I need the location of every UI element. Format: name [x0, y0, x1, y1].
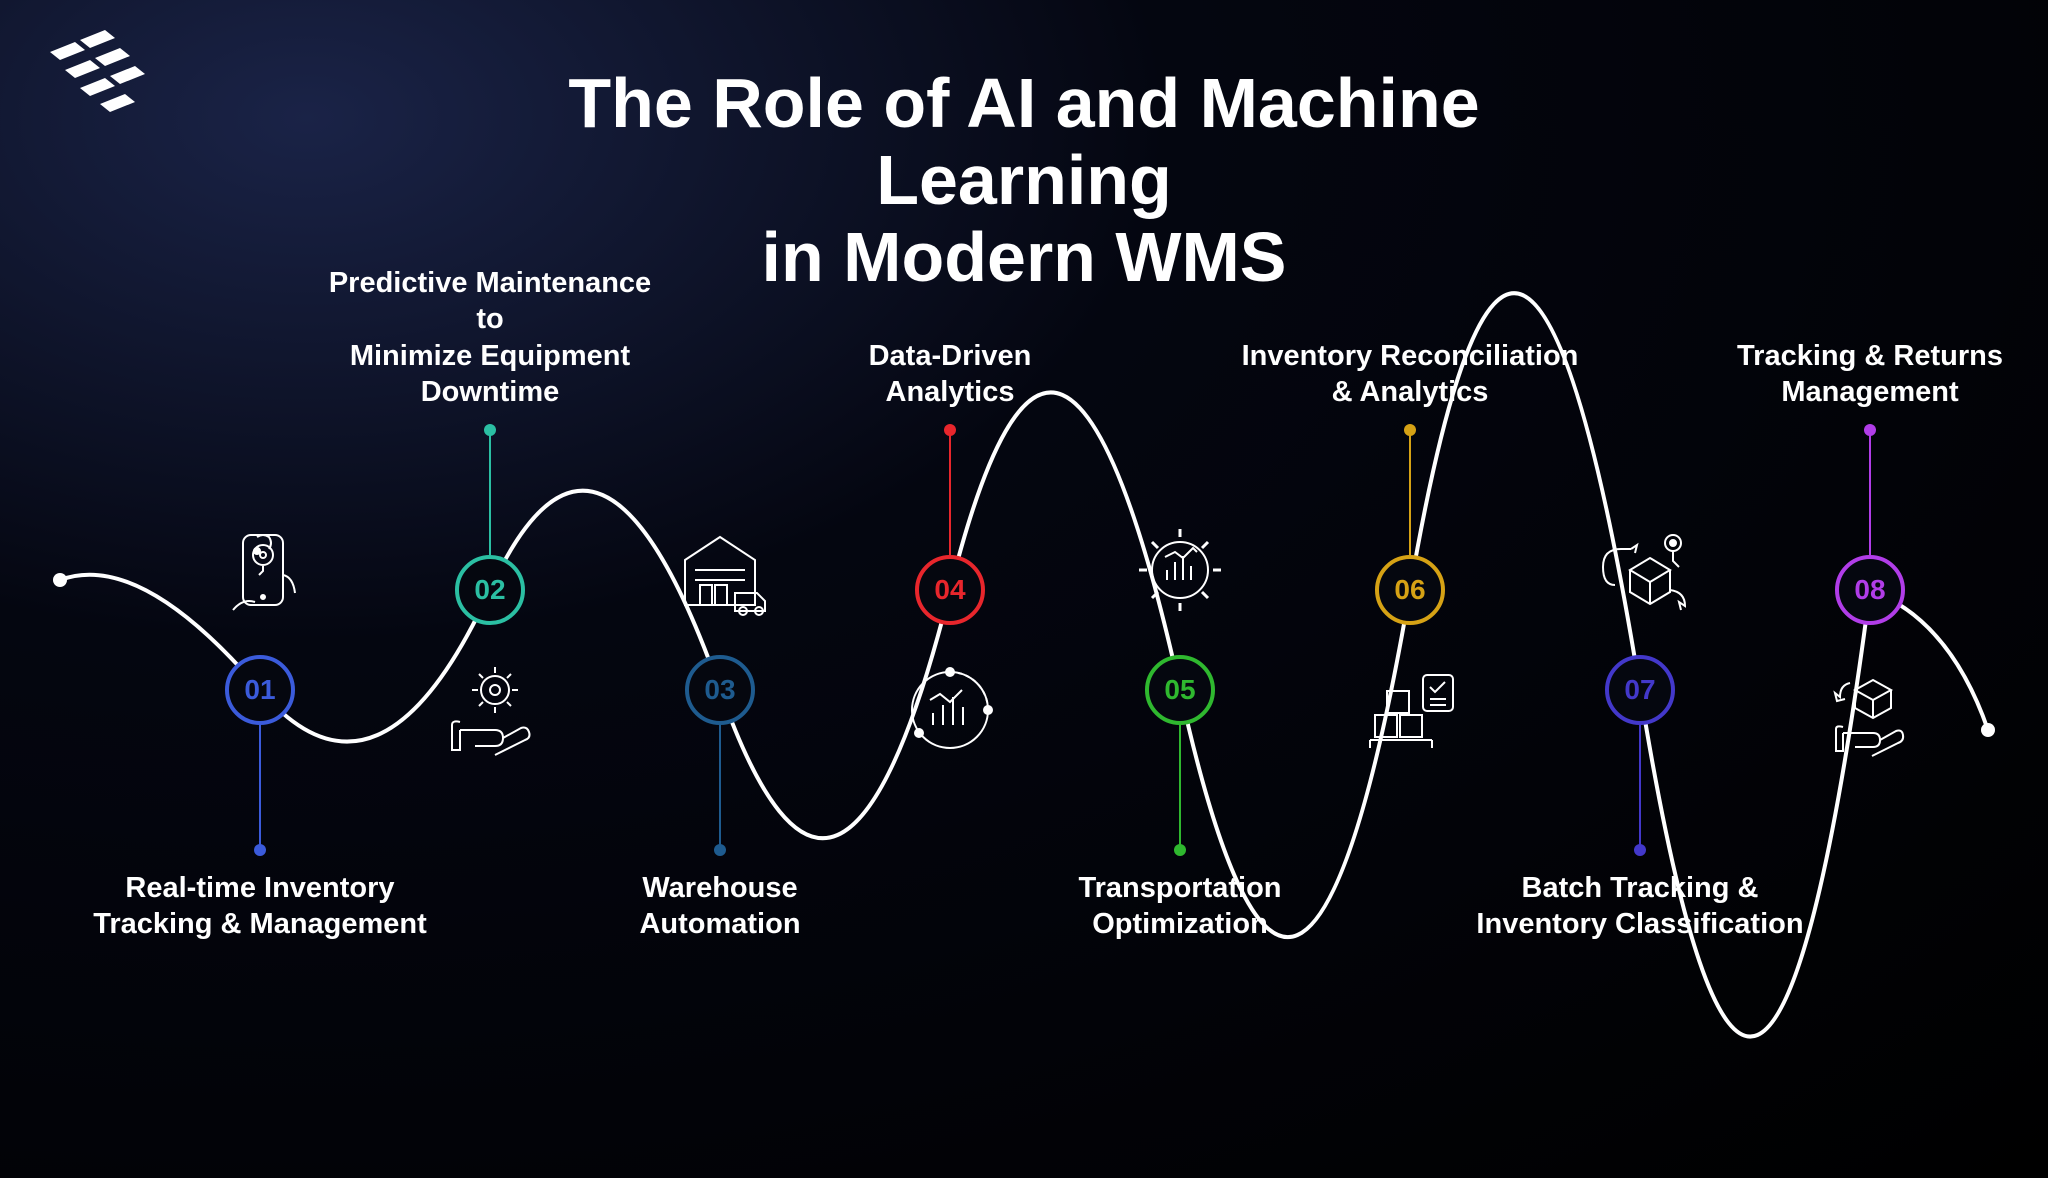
gear-chart-icon [1125, 515, 1235, 625]
timeline-node-02: 02 [455, 555, 525, 625]
timeline-node-07: 07 [1605, 655, 1675, 725]
node-label-01: Real-time Inventory Tracking & Managemen… [90, 870, 430, 943]
node-connector-dot [254, 844, 266, 856]
node-label-03: Warehouse Automation [550, 870, 890, 943]
node-connector [1869, 430, 1871, 555]
timeline-node-05: 05 [1145, 655, 1215, 725]
node-label-02: Predictive Maintenance to Minimize Equip… [320, 265, 660, 410]
node-connector [1639, 725, 1641, 850]
node-connector [1409, 430, 1411, 555]
timeline-node-04: 04 [915, 555, 985, 625]
timeline-node-01: 01 [225, 655, 295, 725]
node-label-06: Inventory Reconciliation & Analytics [1240, 338, 1580, 411]
node-connector-dot [714, 844, 726, 856]
brand-logo-icon [30, 30, 170, 120]
node-connector [1179, 725, 1181, 850]
node-label-08: Tracking & Returns Management [1700, 338, 2040, 411]
node-connector-dot [1404, 424, 1416, 436]
page-title: The Role of AI and Machine Learning in M… [512, 65, 1536, 296]
box-route-icon [1585, 515, 1695, 625]
hand-return-box-icon [1815, 655, 1925, 765]
node-connector [259, 725, 261, 850]
node-connector-dot [944, 424, 956, 436]
node-label-04: Data-Driven Analytics [780, 338, 1120, 411]
timeline-node-03: 03 [685, 655, 755, 725]
phone-location-icon [205, 515, 315, 625]
warehouse-truck-icon [665, 515, 775, 625]
node-connector-dot [484, 424, 496, 436]
node-connector-dot [1634, 844, 1646, 856]
node-label-05: Transportation Optimization [1010, 870, 1350, 943]
analytics-circle-icon [895, 655, 1005, 765]
boxes-check-icon [1355, 655, 1465, 765]
node-connector-dot [1864, 424, 1876, 436]
hand-gear-icon [435, 655, 545, 765]
timeline-node-06: 06 [1375, 555, 1445, 625]
node-connector [719, 725, 721, 850]
timeline-node-08: 08 [1835, 555, 1905, 625]
node-connector [949, 430, 951, 555]
node-connector-dot [1174, 844, 1186, 856]
node-label-07: Batch Tracking & Inventory Classificatio… [1470, 870, 1810, 943]
node-connector [489, 430, 491, 555]
